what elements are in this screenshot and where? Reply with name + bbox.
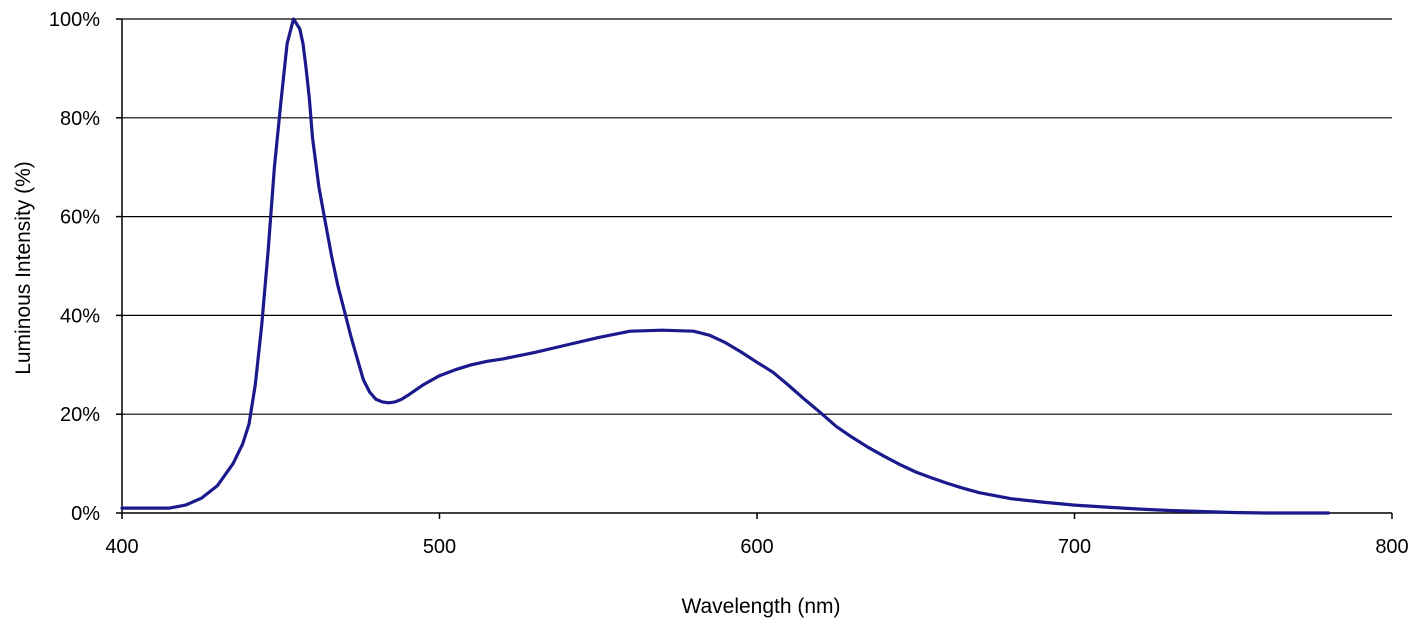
series-line-0	[120, 17, 1331, 515]
y-tick-label-1: 20%	[60, 404, 100, 426]
y-tick-label-4: 80%	[60, 108, 100, 130]
x-axis-title: Wavelength (nm)	[681, 595, 840, 618]
y-tick-label-0: 0%	[71, 503, 100, 525]
y-tick-label-2: 40%	[60, 305, 100, 327]
x-tick-label-0: 400	[105, 536, 138, 558]
x-tick-label-1: 500	[423, 536, 456, 558]
label-layer: 0% 20% 40% 60% 80% 100% 400 500 600 700 800	[49, 9, 1409, 558]
y-tick-label-3: 60%	[60, 207, 100, 229]
y-axis-title: Luminous Intensity (%)	[12, 161, 35, 375]
x-tick-label-4: 800	[1375, 536, 1408, 558]
grid-layer	[122, 18, 1392, 415]
axis-layer	[116, 18, 1393, 519]
x-tick-label-3: 700	[1058, 536, 1091, 558]
series-layer	[120, 17, 1331, 515]
y-tick-label-5: 100%	[49, 9, 100, 31]
x-tick-label-2: 600	[740, 536, 773, 558]
